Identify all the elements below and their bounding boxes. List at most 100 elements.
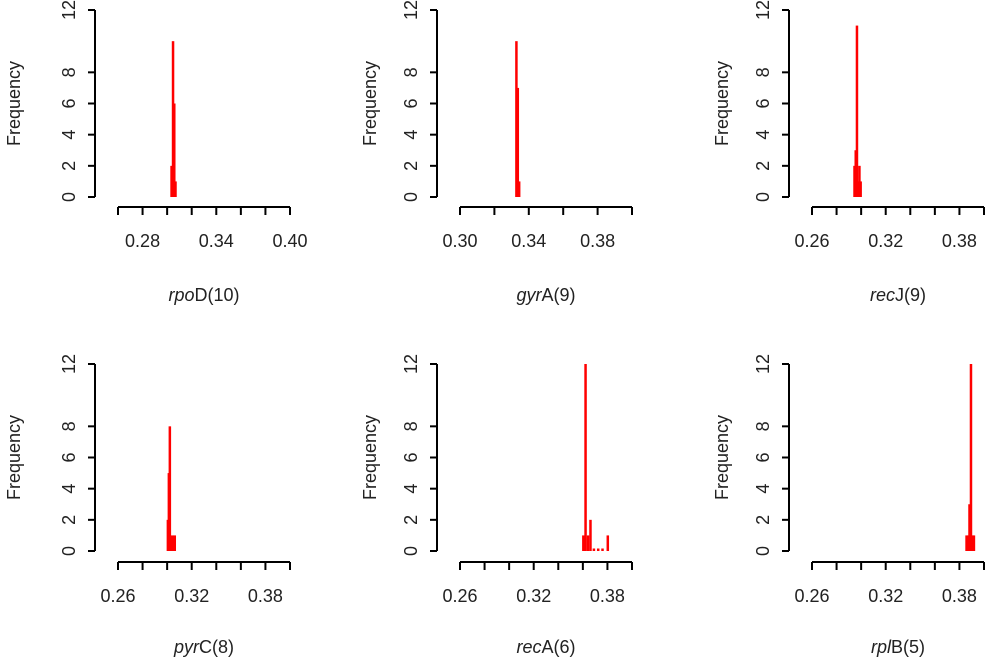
- y-tick-label: 6: [401, 98, 421, 108]
- x-axis-title: pyrC(8): [173, 637, 234, 657]
- y-tick-label: 2: [401, 161, 421, 171]
- x-tick-label: 0.32: [868, 586, 903, 606]
- x-tick-label: 0.26: [794, 586, 829, 606]
- gene-name-italic: rpl: [871, 637, 892, 657]
- x-axis-title: recJ(9): [870, 285, 926, 305]
- y-tick-label: 0: [59, 192, 79, 202]
- y-tick-label: 6: [753, 98, 773, 108]
- histogram-bar: [517, 181, 521, 197]
- histogram-bar: [584, 364, 587, 551]
- y-tick-label: 8: [59, 421, 79, 431]
- y-tick-label: 2: [753, 515, 773, 525]
- y-tick-label: 4: [401, 484, 421, 494]
- y-axis-title: Frequency: [712, 415, 732, 500]
- histogram-bar: [174, 181, 177, 197]
- histogram-bar: [582, 535, 585, 551]
- histogram-bar: [589, 519, 592, 551]
- panel-gyrA: 0 2 4 6 8 12 Frequency 0.30 0.34 0.38 gyrA(9): [360, 0, 633, 305]
- panel-rplB: 0 2 4 6 8 12 Frequency 0.26 0.32 0.38 rplB(5): [712, 354, 985, 657]
- histogram-bar: [971, 535, 974, 551]
- x-axis-title: recA(6): [516, 637, 575, 657]
- y-axis-title: Frequency: [4, 61, 24, 146]
- histogram-bar: [966, 535, 970, 551]
- y-tick-label: 8: [59, 67, 79, 77]
- x-tick-label: 0.26: [100, 586, 135, 606]
- y-tick-label: 2: [59, 515, 79, 525]
- histogram-bar: [516, 87, 520, 197]
- y-tick-label: 2: [401, 515, 421, 525]
- x-tick-label: 0.30: [442, 231, 477, 251]
- gene-count: A(9): [542, 285, 576, 305]
- y-tick-label: 2: [753, 161, 773, 171]
- gene-name-italic: rec: [516, 637, 541, 657]
- histogram-bar: [972, 535, 976, 551]
- gene-name-italic: rpo: [168, 285, 194, 305]
- y-tick-label: 12: [59, 0, 79, 20]
- gene-count: J(9): [895, 285, 926, 305]
- y-tick-label: 6: [401, 452, 421, 462]
- gene-name-italic: pyr: [173, 637, 200, 657]
- y-tick-label: 12: [753, 354, 773, 374]
- histogram-bar: [855, 25, 859, 198]
- y-tick-label: 6: [59, 452, 79, 462]
- y-tick-label: 6: [59, 98, 79, 108]
- histogram-bar: [606, 535, 610, 551]
- y-tick-label: 4: [401, 130, 421, 140]
- histogram-bar: [858, 165, 861, 197]
- histogram-bar: [601, 548, 604, 551]
- histogram-bar: [171, 535, 175, 551]
- gene-count: B(5): [891, 637, 925, 657]
- y-tick-label: 12: [401, 354, 421, 374]
- y-tick-label: 0: [401, 546, 421, 556]
- x-tick-label: 0.26: [442, 586, 477, 606]
- x-axis-title: rplB(5): [871, 637, 925, 657]
- x-tick-label: 0.34: [511, 231, 546, 251]
- y-tick-label: 0: [753, 546, 773, 556]
- x-axis-title: gyrA(9): [516, 285, 575, 305]
- x-tick-label: 0.26: [794, 231, 829, 251]
- histogram-bar: [586, 535, 590, 551]
- x-tick-label: 0.38: [590, 586, 625, 606]
- panel-recJ: 0 2 4 6 8 12 Frequency 0.26 0.32 0.38 recJ(9): [712, 0, 985, 305]
- y-tick-label: 12: [59, 354, 79, 374]
- y-tick-label: 4: [753, 130, 773, 140]
- gene-name-italic: rec: [870, 285, 895, 305]
- y-tick-label: 4: [59, 130, 79, 140]
- panel-recA: 0 2 4 6 8 12 Frequency 0.26 0.32 0.38 recA(6): [360, 354, 633, 657]
- histogram-bar: [515, 41, 518, 197]
- gene-count: D(10): [195, 285, 240, 305]
- histogram-bar: [169, 535, 173, 551]
- y-tick-label: 0: [401, 192, 421, 202]
- x-axis-title: rpoD(10): [168, 285, 239, 305]
- x-tick-label: 0.32: [868, 231, 903, 251]
- x-tick-label: 0.38: [248, 586, 283, 606]
- y-axis-title: Frequency: [360, 415, 380, 500]
- histogram-bar: [173, 103, 176, 197]
- y-axis-title: Frequency: [4, 415, 24, 500]
- gene-name-italic: gyr: [516, 285, 542, 305]
- y-tick-label: 12: [753, 0, 773, 20]
- histogram-bar: [596, 548, 600, 551]
- histogram-bar: [965, 535, 968, 551]
- histogram-bar: [968, 504, 971, 551]
- gene-count: A(6): [542, 637, 576, 657]
- gene-count: C(8): [199, 637, 234, 657]
- y-tick-label: 0: [753, 192, 773, 202]
- x-tick-label: 0.38: [580, 231, 615, 251]
- histogram-bar: [170, 165, 173, 197]
- histogram-bar: [592, 548, 596, 551]
- x-tick-label: 0.38: [942, 231, 977, 251]
- y-axis-title: Frequency: [712, 61, 732, 146]
- y-tick-label: 2: [59, 161, 79, 171]
- y-tick-label: 8: [401, 67, 421, 77]
- y-tick-label: 0: [59, 546, 79, 556]
- panel-pyrC: 0 2 4 6 8 12 Frequency 0.26 0.32 0.38 pyrC(8): [4, 354, 291, 657]
- y-axis-title: Frequency: [360, 61, 380, 146]
- histogram-bar: [173, 535, 177, 551]
- y-tick-label: 12: [401, 0, 421, 20]
- histogram-bar: [969, 364, 973, 551]
- x-tick-label: 0.28: [125, 231, 160, 251]
- panel-rpoD: 0 2 4 6 8 12 Frequency 0.28 0.34 0.40 rpoD(10): [4, 0, 308, 305]
- y-tick-label: 6: [753, 452, 773, 462]
